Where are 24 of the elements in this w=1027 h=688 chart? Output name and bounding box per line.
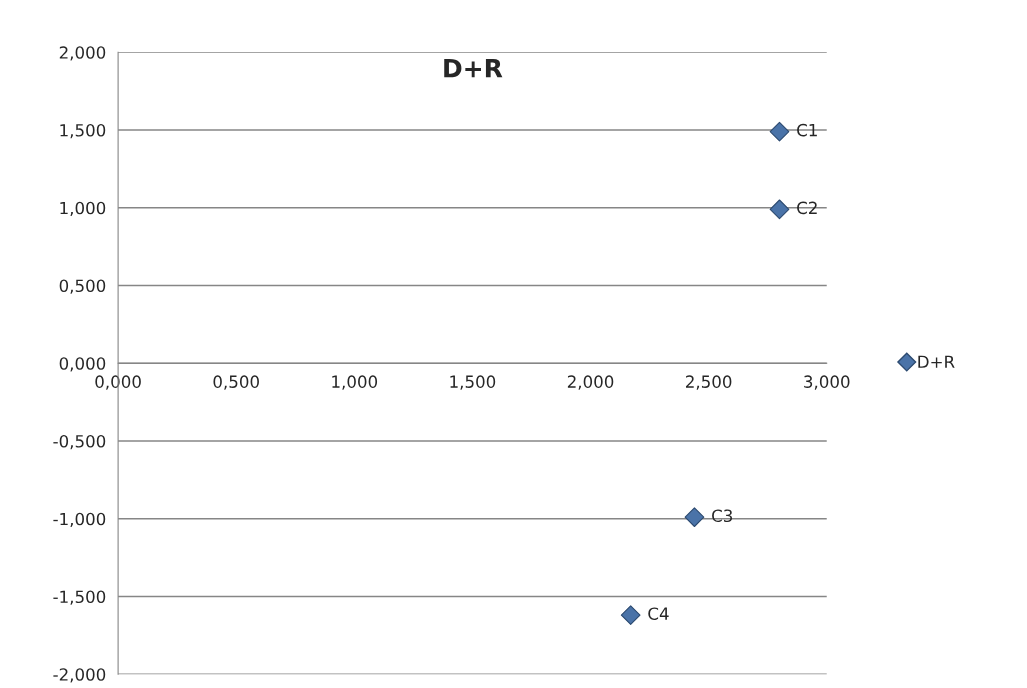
y-tick-label: -1,000 (53, 512, 106, 528)
x-tick-label: 0,500 (213, 375, 259, 390)
x-tick-label: 1,000 (332, 375, 378, 390)
y-tick-label: -2,000 (53, 668, 106, 683)
x-tick-label: 2,000 (567, 375, 614, 390)
annotation: C1 (797, 123, 817, 137)
point (769, 199, 790, 220)
x-tick-label: 3,000 (804, 375, 850, 390)
y-tick-label: -0,500 (53, 434, 106, 450)
point (620, 605, 641, 626)
y-tick-label: 0,000 (59, 357, 106, 372)
y-tick-label: 1,500 (60, 123, 106, 139)
y-tick-label: -1,500 (53, 590, 106, 605)
legend-label: D+R (918, 355, 955, 368)
point (684, 507, 705, 528)
x-tick-label: 2,500 (685, 375, 732, 390)
y-tick-label: 2,000 (59, 46, 106, 61)
annotation: C4 (648, 607, 669, 620)
point (769, 121, 790, 142)
x-tick-label: 0,000 (95, 375, 141, 390)
x-tick-label: 1,500 (450, 375, 496, 390)
y-tick-label: 0,500 (59, 279, 106, 294)
chart-title: D+R (444, 59, 503, 78)
y-tick-label: 1,000 (60, 201, 106, 217)
